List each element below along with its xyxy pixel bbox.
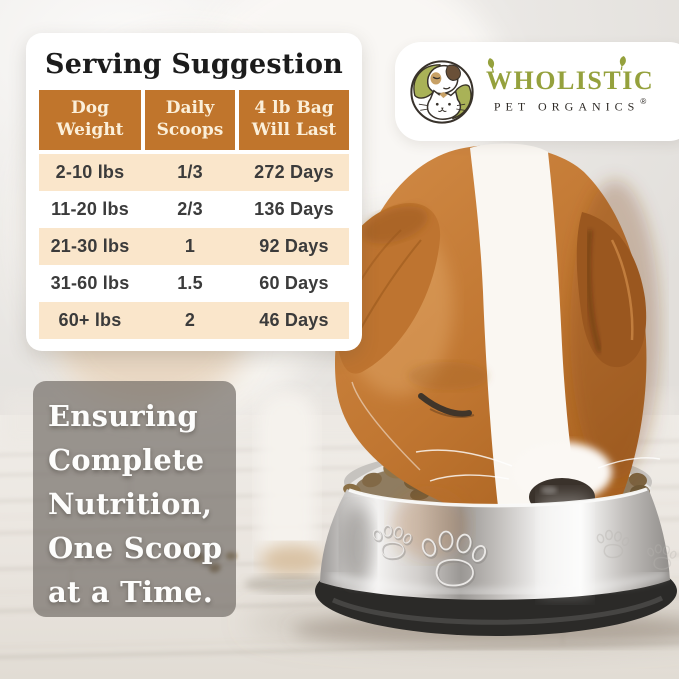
serving-title: Serving Suggestion: [45, 49, 343, 80]
header-bag-will-last: 4 lb Bag Will Last: [239, 90, 349, 150]
tagline-line: at a Time.: [48, 575, 213, 609]
tagline-line: Ensuring: [48, 399, 198, 433]
serving-table: Dog Weight Daily Scoops 4 lb Bag Will La…: [39, 90, 349, 339]
cell-daily-scoops: 2/3: [177, 198, 203, 219]
logo-text: WHOLISTIC PET ORGANICS®: [486, 55, 655, 115]
table-body: 2-10 lbs 1/3 272 Days 11-20 lbs 2/3 136 …: [39, 153, 349, 339]
cell-bag-lasts: 46 Days: [259, 309, 329, 330]
cell-daily-scoops: 1/3: [177, 161, 203, 182]
cell-daily-scoops: 1.5: [177, 272, 203, 293]
brand-subtitle: PET ORGANICS: [493, 99, 640, 114]
cell-bag-lasts: 60 Days: [259, 272, 329, 293]
registered-mark: ®: [640, 96, 647, 106]
table-row: 2-10 lbs 1/3 272 Days: [39, 153, 349, 191]
cell-bag-lasts: 136 Days: [254, 198, 334, 219]
dog-cat-leaves-logo-icon: [410, 59, 474, 124]
tagline-line: One Scoop: [48, 531, 223, 565]
tagline-line: Complete: [48, 443, 205, 477]
header-dog-weight: Dog Weight: [39, 90, 141, 150]
cell-dog-weight: 21-30 lbs: [50, 235, 130, 256]
cell-bag-lasts: 272 Days: [254, 161, 334, 182]
table-row: 11-20 lbs 2/3 136 Days: [39, 190, 349, 228]
cell-dog-weight: 11-20 lbs: [51, 198, 129, 219]
brand-name: WHOLISTIC: [486, 65, 655, 95]
dog-head: [332, 143, 661, 516]
header-daily-scoops: Daily Scoops: [145, 90, 235, 150]
cell-dog-weight: 31-60 lbs: [50, 272, 130, 293]
table-row: 21-30 lbs 1 92 Days: [39, 227, 349, 265]
leaf-sprout-icon: [487, 57, 495, 72]
serving-suggestion-card: Serving Suggestion Dog Weight Daily Scoo…: [26, 33, 362, 351]
table-row: 60+ lbs 2 46 Days: [39, 301, 349, 339]
leaf-sprout-icon: [619, 55, 626, 70]
tagline-line: Nutrition,: [48, 487, 213, 521]
cell-daily-scoops: 2: [184, 309, 196, 330]
brand-logo-card: WHOLISTIC PET ORGANICS®: [395, 42, 679, 141]
cell-bag-lasts: 92 Days: [259, 235, 329, 256]
table-header-row: Dog Weight Daily Scoops 4 lb Bag Will La…: [39, 90, 349, 150]
tagline-panel: Ensuring Complete Nutrition, One Scoop a…: [33, 381, 236, 617]
cell-daily-scoops: 1: [184, 235, 196, 256]
cell-dog-weight: 2-10 lbs: [55, 161, 125, 182]
cell-dog-weight: 60+ lbs: [58, 309, 122, 330]
table-row: 31-60 lbs 1.5 60 Days: [39, 264, 349, 302]
